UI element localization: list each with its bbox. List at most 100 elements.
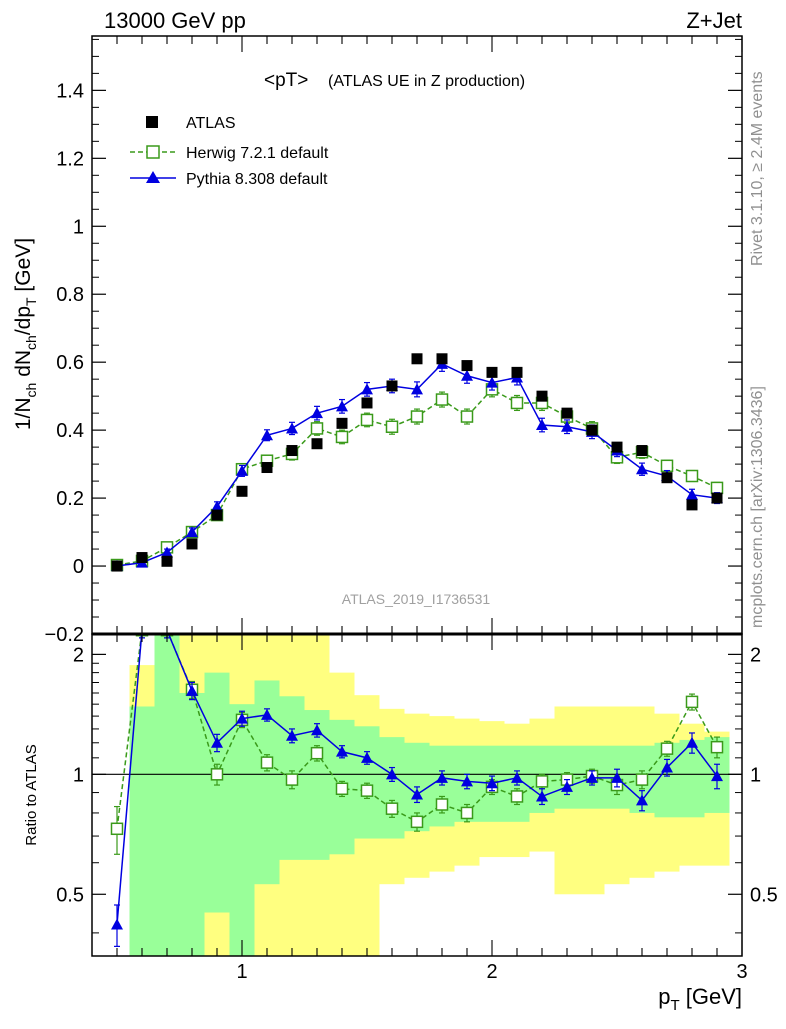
bottom-ytick-label-right: 0.5 — [750, 884, 778, 906]
herwig-point — [460, 410, 474, 423]
atlas-point — [661, 472, 673, 484]
ratio-pythia-point — [486, 777, 498, 789]
atlas-point — [161, 555, 173, 567]
pythia-point — [261, 429, 273, 441]
atlas-point — [236, 485, 248, 497]
band-green — [204, 672, 230, 913]
axes: −0.2 0 0.2 0.4 0.6 0.8 1 1.2 1.4 1 2 3 0.5 0.5 1 1 2 2 — [45, 35, 778, 983]
herwig-point — [410, 410, 424, 423]
pythia-point — [411, 383, 423, 395]
legend-marker-atlas — [146, 116, 158, 128]
atlas-point — [261, 462, 273, 474]
herwig-point — [435, 393, 449, 406]
top-ytick-label: 0.8 — [56, 284, 84, 306]
band-green — [154, 634, 180, 956]
ratio-pythia-point — [586, 771, 598, 783]
ratio-pythia-point — [111, 918, 123, 930]
xlabel: pT [GeV] — [658, 984, 742, 1014]
top-ytick-label: 0.6 — [56, 352, 84, 374]
ratio-pythia-point — [411, 788, 423, 800]
side-rivet: Rivet 3.1.10, ≥ 2.4M events — [749, 71, 766, 266]
plot-title-sub: (ATLAS UE in Z production) — [328, 73, 525, 90]
atlas-point — [111, 560, 123, 572]
ratio-pythia-point — [361, 751, 373, 763]
top-ytick-label: 1.2 — [56, 148, 84, 170]
atlas-point — [511, 366, 523, 378]
herwig-point — [660, 459, 674, 473]
bottom-ytick-label-right: 1 — [750, 764, 761, 786]
pythia-point — [536, 419, 548, 431]
top-ytick-label: 0 — [73, 556, 84, 578]
pythia-point — [686, 488, 698, 500]
atlas-point — [536, 390, 548, 402]
top-ytick-label: 1 — [73, 216, 84, 238]
band-green — [129, 706, 155, 956]
ratio-herwig-point — [385, 802, 399, 815]
pythia-point — [186, 526, 198, 538]
plot-title-main: <pT> — [264, 70, 308, 91]
pythia-point — [236, 464, 248, 476]
pythia-point — [311, 407, 323, 419]
ratio-pythia-point — [436, 771, 448, 783]
legend-label-pythia: Pythia 8.308 default — [186, 171, 328, 188]
analysis-watermark: ATLAS_2019_I1736531 — [342, 591, 491, 607]
ratio-pythia-point — [186, 684, 198, 696]
side-mcplots: mcplots.cern.ch [arXiv:1306.3436] — [749, 386, 766, 628]
header-left: 13000 GeV pp — [104, 8, 246, 33]
ratio-herwig-point — [660, 742, 674, 755]
herwig-point — [710, 481, 724, 495]
ratio-pythia-point — [511, 771, 523, 783]
ratio-pythia-point — [686, 736, 698, 748]
xtick-label: 3 — [736, 961, 747, 983]
ratio-pythia-point — [336, 745, 348, 757]
pythia-point — [161, 546, 173, 558]
ratio-pythia-point — [211, 736, 223, 748]
ratio-herwig-point — [460, 806, 474, 820]
pythia-point — [561, 420, 573, 432]
band-green — [229, 704, 255, 956]
pythia-point — [286, 422, 298, 434]
band-green — [179, 692, 205, 956]
ratio-herwig-point — [535, 775, 549, 788]
ratio-herwig-point — [335, 782, 349, 796]
xtick-label: 1 — [236, 961, 247, 983]
top-ytick-label: 0.4 — [56, 420, 84, 442]
legend-label-herwig: Herwig 7.2.1 default — [186, 145, 329, 162]
xtick-label: 2 — [486, 961, 497, 983]
atlas-point — [436, 353, 448, 365]
atlas-point — [386, 380, 398, 392]
pythia-point — [461, 369, 473, 381]
legend: ATLAS Herwig 7.2.1 default Pythia 8.308 … — [130, 115, 329, 188]
herwig-point — [335, 430, 349, 444]
legend-marker-herwig — [146, 145, 160, 159]
herwig-point — [310, 422, 324, 435]
atlas-point — [361, 397, 373, 409]
bottom-ytick-label: 2 — [73, 644, 84, 666]
ratio-pythia-point — [261, 708, 273, 720]
ratio-herwig-point — [110, 822, 124, 836]
pythia-point — [486, 376, 498, 388]
band-green — [379, 737, 405, 839]
band-green — [429, 745, 455, 827]
ratio-pythia-point — [611, 771, 623, 783]
atlas-point — [461, 360, 473, 372]
atlas-point — [686, 499, 698, 511]
top-plot-area — [110, 353, 724, 572]
atlas-point — [211, 509, 223, 521]
atlas-point — [586, 424, 598, 436]
atlas-point — [311, 438, 323, 450]
bottom-ylabel: Ratio to ATLAS — [23, 744, 40, 845]
top-ytick-label: −0.2 — [45, 624, 84, 646]
pythia-point — [636, 463, 648, 475]
atlas-point — [136, 552, 148, 564]
top-ytick-label: 1.4 — [56, 80, 84, 102]
bottom-ytick-label: 0.5 — [56, 884, 84, 906]
top-ylabel: 1/Nch dNch/dpT [GeV] — [12, 238, 39, 430]
ratio-pythia-point — [636, 794, 648, 806]
bottom-ytick-label: 1 — [73, 764, 84, 786]
ratio-pythia-point — [711, 770, 723, 782]
atlas-point — [411, 353, 423, 365]
atlas-point — [611, 441, 623, 453]
band-green — [354, 726, 380, 839]
